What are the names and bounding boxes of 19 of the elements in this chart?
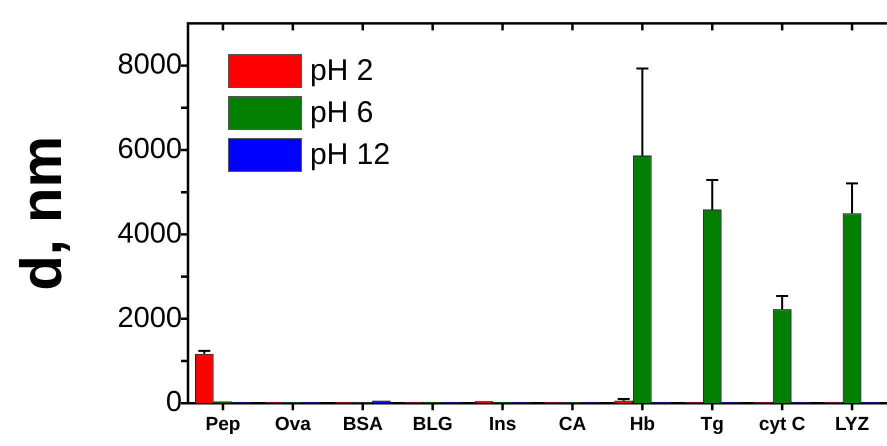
y-axis-title: d, nm: [8, 136, 74, 291]
y-tick-label: 6000: [117, 133, 182, 165]
y-tick-label: 2000: [117, 302, 182, 334]
legend-label: pH 2: [310, 53, 374, 89]
x-tick-label: BSA: [342, 414, 384, 435]
legend-label: pH 6: [310, 95, 374, 131]
y-tick-label: 8000: [117, 48, 182, 81]
x-tick-label: BLG: [412, 414, 453, 435]
x-tick-label: Tg: [700, 414, 724, 435]
x-tick-label: Pep: [206, 414, 240, 435]
y-tick-label: 0: [166, 386, 182, 418]
x-tick-label: LYZ: [834, 414, 870, 435]
y-tick-label: 4000: [117, 217, 182, 250]
x-tick-label: CA: [558, 414, 586, 435]
x-tick-label: Ins: [488, 414, 516, 435]
x-tick-label: Hb: [630, 414, 656, 435]
x-tick-label: Ova: [274, 414, 312, 435]
legend-label: pH 12: [310, 137, 390, 173]
x-tick-label: cyt C: [758, 414, 806, 435]
